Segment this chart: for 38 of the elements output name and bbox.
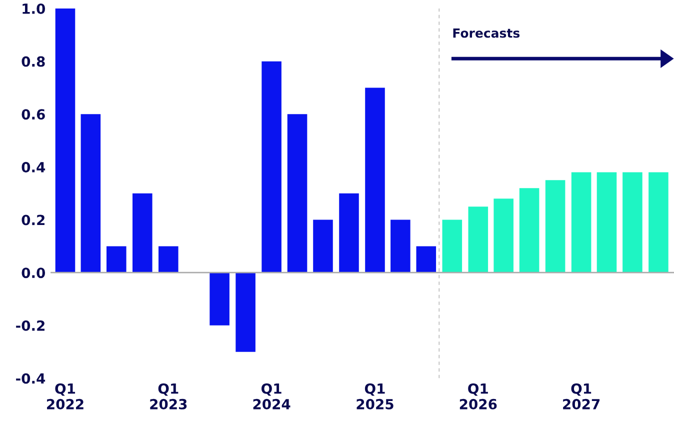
bar — [442, 220, 462, 273]
bar — [210, 272, 230, 326]
x-tick-label: Q1 2023 — [150, 383, 187, 410]
bar — [365, 88, 385, 273]
bar — [158, 246, 178, 273]
bar — [80, 114, 101, 273]
bar — [339, 193, 359, 273]
y-tick-label: 0.8 — [22, 56, 45, 67]
y-tick-label: 1.0 — [22, 3, 46, 14]
x-tick-label: Q1 2025 — [356, 383, 394, 410]
bar — [287, 114, 308, 273]
bar — [55, 8, 76, 273]
bar — [545, 180, 566, 273]
x-tick-label: Q1 2026 — [460, 383, 497, 410]
y-tick-label: 0.6 — [22, 109, 45, 120]
x-tick-label: Q1 2027 — [563, 383, 600, 410]
bar — [132, 193, 152, 273]
y-tick-label: 0.4 — [22, 162, 46, 172]
bar — [262, 61, 282, 273]
bar — [468, 206, 488, 273]
y-tick-label: 0.2 — [22, 214, 44, 226]
bar — [648, 172, 668, 273]
bar — [596, 172, 617, 273]
bar — [494, 198, 514, 273]
bar — [106, 246, 126, 273]
bar — [519, 188, 540, 273]
x-tick-label: Q1 2022 — [47, 383, 84, 410]
y-tick-label: -0.2 — [16, 320, 44, 331]
x-tick-label: Q1 2024 — [253, 383, 290, 410]
bar — [571, 172, 592, 273]
bar — [236, 272, 256, 352]
y-tick-label: 0.0 — [22, 268, 46, 278]
y-tick-label: -0.4 — [16, 373, 46, 384]
bar — [313, 220, 333, 273]
bar — [390, 220, 410, 273]
annotation: Forecasts — [453, 28, 520, 38]
bar — [416, 246, 436, 273]
bar — [622, 172, 642, 273]
